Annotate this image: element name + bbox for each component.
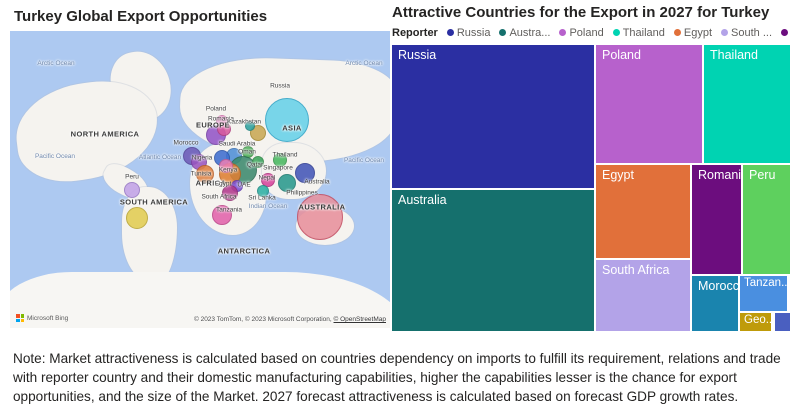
map-label-arctic-ocean: Arctic Ocean (37, 60, 75, 68)
legend-item-russia[interactable]: Russia (446, 26, 491, 39)
legend-item-south[interactable]: South ... (721, 27, 772, 39)
map-bubble-chile[interactable] (126, 207, 148, 229)
openstreetmap-link[interactable]: © OpenStreetMap (333, 316, 386, 323)
legend-item-label: Russia (456, 26, 491, 39)
treemap-tile-label: Australia (398, 193, 447, 207)
attribution-text: © 2023 TomTom, © 2023 Microsoft Corporat… (193, 316, 334, 323)
legend-dot-icon (781, 29, 789, 36)
treemap-tile-geo[interactable]: Geo... (740, 313, 771, 331)
legend-dot-icon (559, 29, 567, 36)
treemap-tile-romania[interactable]: Romania (692, 165, 741, 274)
bing-logo-label: Microsoft Bing (27, 314, 69, 322)
treemap-tile-tanzan[interactable]: Tanzan... (740, 276, 787, 311)
legend-item-label: Poland (569, 26, 604, 39)
treemap-chart: Russia Australia Poland Thailand Egypt Romani… (392, 45, 790, 331)
legend-dot-icon (612, 29, 620, 36)
treemap-tile-morocco[interactable]: Morocco (692, 276, 738, 331)
map-attribution: © 2023 TomTom, © 2023 Microsoft Corporat… (194, 316, 386, 323)
map-label-antarctica: ANTARCTICA (217, 246, 271, 256)
legend-item-label: Austra... (509, 26, 551, 39)
map-bubble-thailand[interactable] (273, 153, 287, 167)
map-bubble-kenya[interactable] (219, 159, 233, 173)
land-south-asia (262, 143, 326, 199)
land-antarctica (10, 272, 390, 328)
legend-item-austra[interactable]: Austra... (499, 27, 550, 39)
treemap-tile-label: Poland (602, 48, 641, 62)
land-north-america (10, 74, 164, 188)
map-bubble-sri-lanka[interactable] (257, 185, 269, 197)
legend-item-label: South ... (731, 26, 773, 39)
legend-dot-icon (721, 29, 729, 36)
map-bubble-qatar[interactable] (252, 156, 264, 168)
legend-item-label: Egypt (683, 26, 713, 39)
map-bubble-georgia[interactable] (245, 121, 255, 131)
legend-item-label: Thailand (622, 26, 665, 39)
map-bubble-philippines[interactable] (295, 163, 315, 183)
note-text: Note: Market attractiveness is calculate… (13, 351, 781, 405)
legend-title: Reporter (392, 26, 438, 39)
treemap-tile-russia[interactable]: Russia (392, 45, 594, 188)
treemap-tile-south-africa[interactable]: South Africa (596, 260, 690, 331)
treemap-tile-label: Thailand (710, 48, 758, 62)
treemap-tile-australia[interactable]: Australia (392, 190, 594, 331)
map-bubble-nepal[interactable] (261, 173, 275, 187)
treemap-tile-label: Morocco (698, 279, 738, 293)
legend-item-egypt[interactable]: Egypt (673, 26, 713, 39)
legend-item-poland[interactable]: Poland (559, 26, 604, 39)
legend-item-thailand[interactable]: Thailand (612, 26, 665, 39)
map-bubble-romania[interactable] (217, 122, 231, 136)
treemap-legend: Reporter Russia Austra... Poland Thailand Eg… (392, 25, 790, 40)
map-title: Turkey Global Export Opportunities (14, 8, 268, 25)
treemap-tile-label: Peru (749, 168, 776, 182)
legend-dot-icon (673, 29, 681, 36)
map-bubble-south-africa[interactable] (222, 185, 238, 201)
world-bubble-map[interactable]: Arctic Ocean Arctic Ocean Pacific Ocean Pac… (10, 31, 390, 328)
treemap-tile-blank[interactable] (775, 313, 790, 331)
map-bubble-tanzania[interactable] (212, 205, 232, 225)
map-bubble-australia[interactable] (297, 194, 343, 240)
map-label-pacific-ocean: Pacific Ocean (343, 157, 385, 165)
legend-item-roma[interactable]: Roma... (781, 27, 790, 39)
treemap-tile-egypt[interactable]: Egypt (596, 165, 690, 258)
treemap-tile-label: Russia (398, 48, 437, 62)
map-bubble-peru[interactable] (124, 182, 140, 198)
treemap-tile-label (775, 313, 790, 314)
microsoft-logo-icon (16, 314, 24, 322)
legend-dot-icon (499, 29, 507, 36)
treemap-tile-label: Romania (698, 168, 741, 182)
land-south-america (122, 187, 177, 283)
treemap-tile-label: South Africa (602, 263, 670, 277)
microsoft-bing-logo[interactable]: Microsoft Bing (16, 314, 68, 322)
map-label-atlantic-ocean: Atlantic Ocean (138, 154, 182, 162)
treemap-tile-peru[interactable]: Peru (743, 165, 790, 274)
map-bubble-tunisia[interactable] (196, 165, 214, 183)
treemap-tile-label: Geo... (744, 314, 771, 326)
treemap-tile-label: Tanzan... (744, 277, 787, 289)
legend-dot-icon (446, 29, 454, 36)
treemap-tile-poland[interactable]: Poland (596, 45, 702, 163)
treemap-title: Attractive Countries for the Export in 2… (392, 4, 770, 21)
map-bubble-singapore[interactable] (278, 174, 296, 192)
treemap-tile-label: Egypt (602, 168, 634, 182)
treemap-tile-thailand[interactable]: Thailand (704, 45, 790, 163)
map-bubble-asia-russia[interactable] (265, 98, 309, 142)
map-label-morocco: Morocco (173, 139, 199, 147)
